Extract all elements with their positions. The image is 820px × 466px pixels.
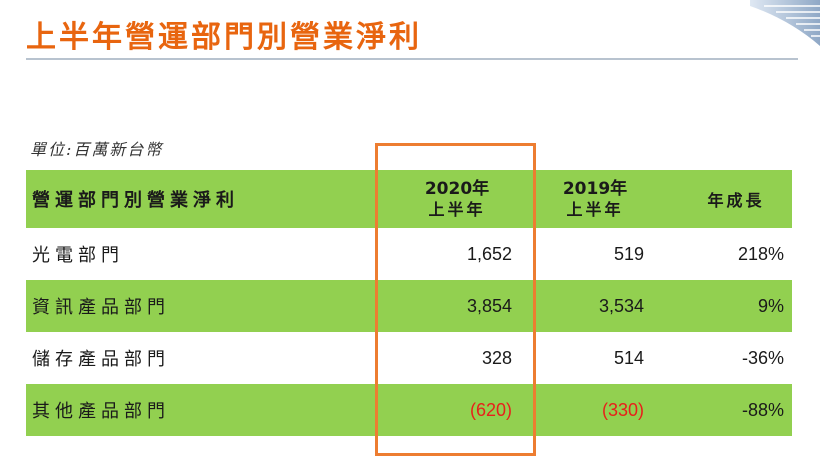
value-2019: (330) <box>601 399 644 420</box>
table-row: 資訊產品部門 3,854 3,534 9% <box>26 280 792 332</box>
value-2019: 3,534 <box>598 295 644 316</box>
value-growth: 218% <box>737 243 784 264</box>
unit-label: 單位:百萬新台幣 <box>30 140 164 159</box>
row-name: 儲存產品部門 <box>32 349 170 370</box>
highlight-2020-column <box>375 143 536 456</box>
table-row: 其他產品部門 (620) (330) -88% <box>26 384 792 436</box>
value-2020: (620) <box>469 399 512 420</box>
header-2020-half: 上半年 <box>428 199 486 219</box>
table-row: 儲存產品部門 328 514 -36% <box>26 332 792 384</box>
value-growth: -36% <box>741 347 784 368</box>
page-title: 上半年營運部門別營業淨利 <box>26 20 422 55</box>
header-cell-name: 營運部門別營業淨利 <box>32 170 312 228</box>
value-growth: -88% <box>741 399 784 420</box>
header-growth-label: 年成長 <box>707 191 765 210</box>
title-divider <box>26 58 798 60</box>
header-cell-2019: 2019年 上半年 <box>538 170 652 228</box>
header-cell-2020: 2020年 上半年 <box>382 170 532 228</box>
value-growth: 9% <box>757 295 784 316</box>
value-2020: 328 <box>481 347 512 368</box>
value-2019: 514 <box>613 347 644 368</box>
value-2020: 1,652 <box>466 243 512 264</box>
row-name: 光電部門 <box>32 245 124 266</box>
value-2020: 3,854 <box>466 295 512 316</box>
header-2020-year: 2020年 <box>424 178 490 199</box>
operating-profit-table: 營運部門別營業淨利 2020年 上半年 2019年 上半年 年成長 光電部門 1… <box>26 170 792 436</box>
corner-decoration-icon <box>750 0 820 46</box>
header-2019-half: 上半年 <box>566 199 624 219</box>
row-name: 其他產品部門 <box>32 401 170 422</box>
header-2019-year: 2019年 <box>562 178 628 199</box>
value-2019: 519 <box>613 243 644 264</box>
header-cell-growth: 年成長 <box>686 170 786 228</box>
header-name-label: 營運部門別營業淨利 <box>32 190 239 211</box>
table-row: 光電部門 1,652 519 218% <box>26 228 792 280</box>
table-header-row: 營運部門別營業淨利 2020年 上半年 2019年 上半年 年成長 <box>26 170 792 228</box>
row-name: 資訊產品部門 <box>32 297 170 318</box>
